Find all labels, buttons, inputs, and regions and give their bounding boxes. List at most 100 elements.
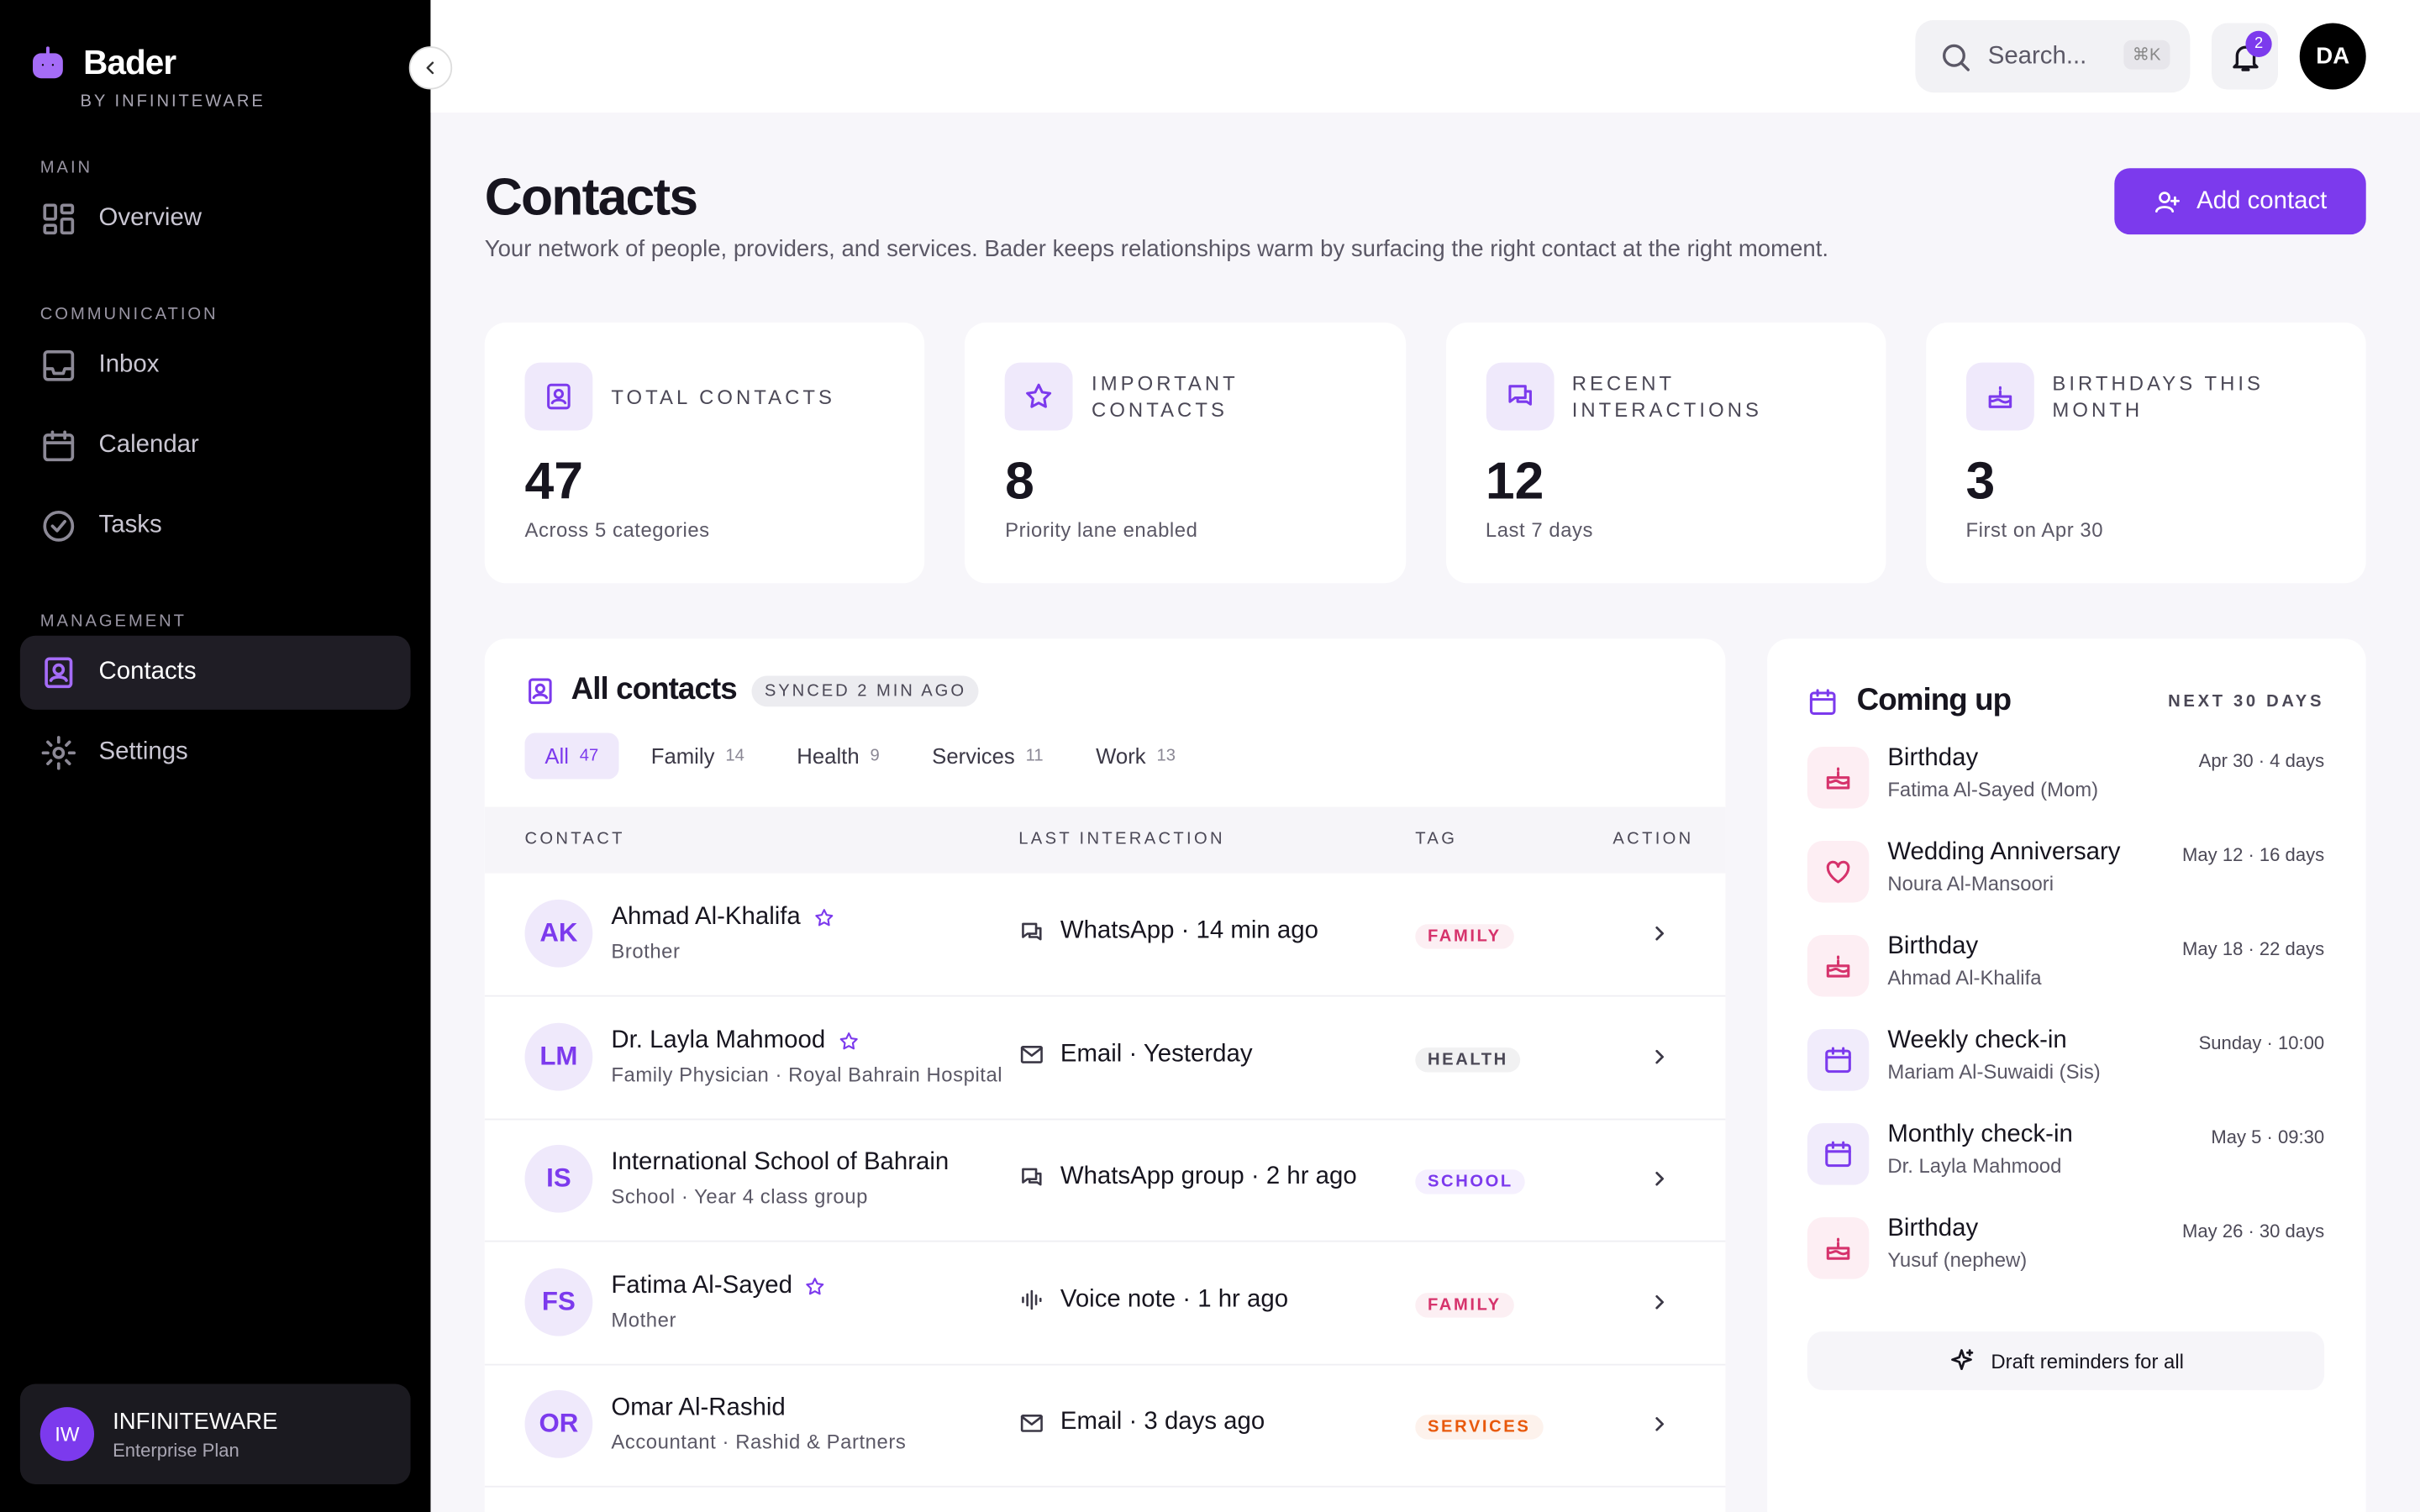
icon — [1823, 762, 1854, 793]
page-title: Contacts — [484, 168, 698, 228]
icon-part — [426, 61, 434, 75]
notifications[interactable]: 2 — [2212, 23, 2279, 90]
icon-part — [1809, 688, 1836, 715]
account-avatar: IW — [39, 1407, 95, 1462]
event-person: Fatima Al-Sayed (Mom) — [1887, 777, 2099, 801]
icon-part — [1826, 860, 1850, 884]
tab[interactable]: Family 14 — [631, 732, 765, 779]
user-avatar[interactable]: DA — [2299, 23, 2366, 90]
contact-name: Ahmad Al-Khalifa — [611, 904, 801, 931]
section-label: COMMUNICATION — [39, 305, 218, 324]
nav: MAIN Overview COMMUNICATION Inbox Calendar Ta… — [19, 155, 411, 796]
contact-row[interactable]: FS Fatima Al-Sayed Mother Voice note · 1 hr… — [484, 1242, 1726, 1365]
icon — [544, 381, 575, 412]
event[interactable]: Wedding Anniversary Noura Al-Mansoori May … — [1807, 839, 2324, 935]
contact-avatar: IS — [524, 1144, 593, 1213]
icon-part — [43, 203, 75, 235]
icon-part — [807, 1277, 825, 1294]
stat-value: 12 — [1485, 452, 1544, 511]
icon — [1645, 1288, 1673, 1315]
nav-label: Calendar — [98, 432, 199, 459]
icon-part — [1825, 1141, 1851, 1168]
nav-item[interactable]: Tasks — [20, 489, 411, 563]
icon-part — [1988, 386, 2012, 408]
event[interactable]: Monthly check-in Dr. Layla Mahmood May 5 ·… — [1807, 1121, 2324, 1217]
row-action[interactable] — [1645, 1165, 1673, 1193]
icon-part — [534, 682, 545, 694]
row-action[interactable] — [1645, 1288, 1673, 1315]
icon-part — [43, 367, 75, 375]
contact-name: International School of Bahrain — [611, 1149, 950, 1176]
icon-part — [1825, 1047, 1851, 1074]
tab[interactable]: Health 9 — [776, 732, 899, 779]
icon-part — [52, 746, 66, 759]
icon-part — [1826, 767, 1850, 790]
contact-row[interactable]: AK Ahmad Al-Khalifa Brother WhatsApp · 14 m… — [484, 874, 1726, 997]
event-icon — [1807, 1029, 1870, 1091]
icon-part — [1020, 1047, 1043, 1058]
contacts-panel: All contacts SYNCED 2 MIN AGO All 47 Family 1… — [484, 638, 1726, 1512]
tab[interactable]: All 47 — [524, 732, 619, 780]
search-box[interactable]: Search... ⌘K — [1915, 19, 2191, 93]
stat-label: TOTAL CONTACTS — [611, 385, 835, 408]
row-action[interactable] — [1645, 1042, 1673, 1070]
stat-card: TOTAL CONTACTS 47 Across 5 categories — [484, 322, 925, 584]
account[interactable]: IW INFINITEWARE Enterprise Plan — [19, 1383, 411, 1484]
nav-item[interactable]: Inbox — [20, 328, 411, 402]
contact-avatar: FS — [524, 1267, 593, 1336]
event-title: Monthly check-in — [1887, 1121, 2073, 1148]
column-header: TAG — [1415, 830, 1458, 849]
row-action[interactable] — [1645, 1410, 1673, 1438]
icon-part — [1655, 1417, 1665, 1431]
contact-tag: FAMILY — [1415, 924, 1514, 949]
icon-part — [1825, 1049, 1851, 1074]
icon — [813, 907, 834, 929]
contact-name-wrap: International School of Bahrain — [611, 1149, 949, 1177]
icon-part — [814, 909, 833, 927]
nav-item[interactable]: Contacts — [19, 635, 411, 710]
icon-part — [1020, 1414, 1043, 1431]
nav-item[interactable]: Settings — [20, 716, 411, 790]
tab[interactable]: Services 11 — [912, 732, 1063, 779]
nav-item[interactable]: Overview — [20, 182, 411, 256]
contact-detail: School · Year 4 class group — [611, 1184, 868, 1209]
coming-up-header: Coming up — [1807, 684, 2012, 719]
event-person: Yusuf (nephew) — [1887, 1247, 2028, 1272]
icon-part — [60, 217, 75, 235]
add-contact-button[interactable]: Add contact — [2114, 168, 2366, 235]
tab-label: Family — [650, 743, 715, 769]
event[interactable]: Birthday Fatima Al-Sayed (Mom) Apr 30 · 4 … — [1807, 745, 2324, 841]
contact-detail: Mother — [611, 1307, 676, 1331]
event[interactable]: Birthday Ahmad Al-Khalifa May 18 · 22 days — [1807, 933, 2324, 1029]
icon — [2154, 187, 2181, 215]
row-action[interactable] — [1645, 920, 1673, 948]
contact-row[interactable]: LM Dr. Layla Mahmood Family Physician · Ro… — [484, 996, 1726, 1120]
contact-detail: Family Physician · Royal Bahrain Hospita… — [611, 1062, 1003, 1086]
draft-reminders-button[interactable]: Draft reminders for all — [1807, 1331, 2325, 1390]
sidebar: Bader BY INFINITEWARE MAIN Overview COMMUNIC… — [0, 0, 453, 1512]
collapse-button[interactable] — [408, 46, 453, 90]
contact-tag: SERVICES — [1415, 1415, 1544, 1440]
tab-label: All — [544, 743, 569, 769]
nav-item[interactable]: Calendar — [20, 409, 411, 483]
tab[interactable]: Work 13 — [1076, 732, 1196, 779]
icon — [1823, 1139, 1854, 1170]
contact-avatar: AK — [524, 899, 593, 968]
icon-part — [529, 677, 552, 704]
icon-part — [814, 909, 833, 927]
icon-part — [1020, 1414, 1043, 1431]
event-person: Ahmad Al-Khalifa — [1887, 965, 2042, 990]
event[interactable]: Weekly check-in Mariam Al-Suwaidi (Sis) Su… — [1807, 1027, 2324, 1123]
brand: Bader — [28, 43, 176, 83]
contact-row[interactable]: OR Omar Al-Rashid Accountant · Rashid & Pa… — [484, 1364, 1726, 1488]
stat-label: IMPORTANT CONTACTS — [1092, 371, 1239, 422]
icon — [1823, 1233, 1854, 1264]
contact-name: Omar Al-Rashid — [611, 1394, 786, 1421]
icon — [1018, 1164, 1044, 1190]
contact-row[interactable]: IS International School of Bahrain School … — [484, 1119, 1726, 1242]
event[interactable]: Birthday Yusuf (nephew) May 26 · 30 days — [1807, 1215, 2324, 1311]
contact-avatar: OR — [524, 1389, 593, 1458]
tabs: All 47 Family 14 Health 9 Services 11 Work 13 — [524, 732, 1196, 780]
